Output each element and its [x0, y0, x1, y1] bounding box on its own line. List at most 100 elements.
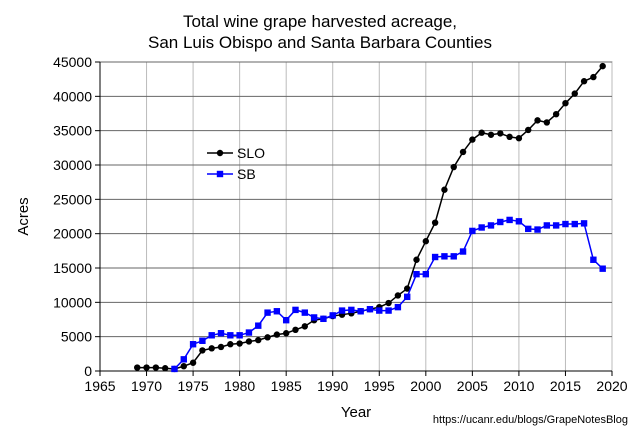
sb-data-point	[515, 218, 523, 225]
slo-data-point	[450, 163, 457, 171]
slo-data-point	[525, 126, 532, 134]
sb-data-point	[478, 224, 485, 231]
sb-data-point	[571, 220, 578, 228]
slo-data-point	[431, 219, 439, 226]
slo-data-point	[301, 323, 308, 330]
x-tick-label: 1985	[271, 378, 302, 394]
slo-data-point	[292, 326, 299, 333]
sb-data-point	[348, 306, 355, 314]
sb-data-point	[506, 216, 513, 224]
slo-data-point	[543, 119, 551, 126]
sb-data-point	[292, 306, 299, 314]
slo-data-point	[506, 133, 513, 141]
x-tick-label: 2005	[457, 378, 488, 394]
chart-title-line2: San Luis Obispo and Santa Barbara Counti…	[147, 33, 492, 52]
sb-data-point	[282, 316, 290, 324]
x-tick-label: 1975	[178, 378, 209, 394]
sb-data-point	[255, 322, 262, 329]
sb-data-point	[413, 270, 420, 278]
sb-data-point	[543, 222, 551, 229]
slo-data-point	[394, 292, 402, 299]
slo-data-point	[273, 331, 281, 338]
sb-data-point	[450, 253, 457, 260]
slo-data-point	[571, 90, 578, 97]
slo-data-point	[422, 238, 430, 245]
slo-data-point	[134, 364, 141, 371]
sb-data-point	[366, 306, 374, 313]
sb-data-point	[171, 365, 178, 373]
slo-data-point	[562, 100, 569, 107]
slo-data-point	[534, 117, 541, 124]
sb-data-point	[552, 222, 560, 229]
sb-data-point	[590, 256, 597, 263]
source-note: https://ucanr.edu/blogs/GrapeNotesBlog	[432, 414, 628, 426]
x-tick-label: 1995	[364, 378, 395, 394]
sb-data-point	[301, 309, 308, 316]
sb-data-point	[469, 227, 476, 235]
sb-data-point	[562, 220, 569, 228]
y-tick-label: 0	[84, 363, 92, 379]
slo-data-point	[459, 148, 467, 156]
sb-data-point	[245, 329, 253, 336]
sb-data-point	[422, 270, 430, 278]
x-axis-label: Year	[341, 404, 371, 421]
sb-legend-label: SB	[237, 166, 256, 182]
slo-data-point	[487, 131, 495, 138]
sb-data-point	[236, 332, 243, 339]
slo-data-point	[217, 343, 225, 351]
slo-legend-label: SLO	[237, 145, 265, 161]
y-tick-label: 25000	[53, 191, 92, 207]
sb-data-point	[580, 220, 588, 227]
sb-data-point	[273, 308, 281, 315]
slo-data-point	[282, 330, 290, 337]
slo-data-point	[208, 345, 215, 352]
x-tick-label: 2010	[503, 378, 534, 394]
slo-data-point	[552, 110, 560, 118]
x-tick-label: 1965	[84, 378, 115, 394]
sb-data-point	[404, 293, 411, 301]
sb-data-point	[487, 222, 495, 229]
sb-data-point	[180, 356, 187, 363]
slo-data-point	[143, 364, 150, 371]
slo-data-point	[441, 186, 448, 193]
slo-data-point	[245, 338, 253, 345]
plot-area	[99, 61, 613, 372]
x-tick-label: 2020	[596, 378, 627, 394]
slo-data-point	[404, 285, 411, 292]
sb-data-point	[264, 309, 271, 316]
sb-data-point	[431, 253, 439, 261]
sb-data-point	[217, 330, 225, 337]
y-tick-label: 5000	[61, 329, 92, 345]
y-tick-label: 30000	[53, 157, 92, 173]
y-tick-label: 45000	[53, 54, 92, 70]
slo-data-point	[180, 362, 187, 370]
slo-data-point	[590, 73, 597, 81]
sb-data-point	[227, 332, 234, 339]
slo-data-point	[189, 359, 197, 366]
sb-data-point	[525, 225, 532, 233]
sb-data-point	[320, 315, 327, 323]
sb-data-point	[385, 307, 392, 314]
sb-data-point	[459, 248, 467, 255]
sb-data-point	[310, 314, 318, 321]
sb-data-point	[199, 337, 206, 344]
slo-data-point	[515, 135, 523, 142]
slo-data-point	[413, 256, 420, 263]
slo-data-point	[497, 130, 504, 137]
slo-data-point	[152, 364, 160, 371]
x-tick-label: 1990	[317, 378, 348, 394]
y-tick-label: 20000	[53, 226, 92, 242]
sb-data-point	[394, 303, 402, 311]
sb-data-point	[534, 226, 541, 233]
x-tick-label: 2015	[550, 378, 581, 394]
sb-data-point	[208, 332, 215, 339]
sb-data-point	[357, 308, 364, 315]
slo-data-point	[599, 62, 606, 70]
sb-legend-marker	[216, 170, 224, 178]
y-tick-label: 35000	[53, 123, 92, 139]
sb-data-point	[376, 307, 383, 314]
slo-data-point	[255, 336, 262, 344]
slo-data-point	[580, 78, 588, 85]
slo-data-point	[469, 136, 476, 143]
